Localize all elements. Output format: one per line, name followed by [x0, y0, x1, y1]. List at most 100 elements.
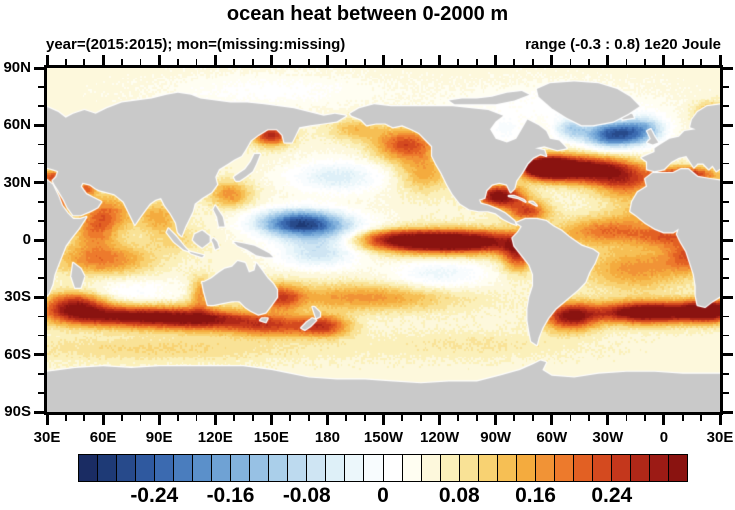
colorbar-cell — [440, 455, 460, 481]
colorbar-cell — [516, 455, 536, 481]
colorbar-tick-label: 0.08 — [438, 484, 480, 507]
lon-tick-label: 60E — [89, 429, 117, 446]
map-frame — [44, 65, 723, 415]
lat-tick-label: 90N — [3, 59, 31, 76]
lon-tick — [588, 415, 591, 421]
colorbar-cell — [212, 455, 232, 481]
lon-tick-label: 30E — [706, 429, 734, 446]
lon-tick-label: 60W — [536, 429, 568, 446]
colorbar-cell — [288, 455, 308, 481]
colorbar-cell — [402, 455, 422, 481]
lon-tick — [289, 415, 291, 421]
colorbar-cell — [117, 455, 137, 481]
lon-tick — [345, 415, 347, 421]
colorbar-cell — [345, 455, 365, 481]
lat-tick — [723, 162, 729, 165]
colorbar-cell — [630, 455, 650, 481]
colorbar-tick-label: -0.08 — [282, 484, 331, 507]
lon-tick — [419, 415, 422, 421]
lat-tick — [34, 295, 44, 299]
lon-tick — [45, 55, 49, 65]
lon-tick-label: 120W — [419, 429, 460, 446]
colorbar-cell — [649, 455, 669, 481]
lon-tick — [606, 415, 610, 425]
lon-tick — [625, 415, 628, 421]
lon-tick — [363, 415, 366, 421]
lat-tick — [723, 372, 729, 375]
lat-tick-label: 30S — [4, 288, 31, 306]
lon-tick — [550, 415, 554, 425]
colorbar-cell — [421, 455, 441, 481]
lon-tick — [251, 415, 254, 421]
colorbar-tick-label: -0.16 — [206, 484, 255, 507]
colorbar-cell — [326, 455, 346, 481]
lon-tick — [325, 55, 329, 65]
lat-tick — [34, 181, 44, 185]
lon-tick — [213, 55, 217, 65]
lon-tick — [195, 415, 198, 421]
lat-tick — [723, 105, 729, 108]
lat-tick-label: 60N — [3, 116, 31, 134]
lon-tick — [550, 55, 554, 65]
colorbar-cell — [231, 455, 251, 481]
lon-tick — [494, 415, 498, 425]
plot-title: ocean heat between 0-2000 m — [226, 3, 509, 25]
lon-tick — [513, 415, 516, 421]
lat-tick — [723, 334, 729, 337]
lat-tick — [723, 200, 729, 203]
lat-tick-label: 30N — [3, 173, 31, 191]
lon-tick — [269, 55, 273, 65]
lat-tick — [34, 410, 44, 414]
lon-tick — [139, 415, 142, 421]
lon-tick — [644, 415, 647, 421]
lat-tick — [34, 238, 44, 242]
lon-tick — [101, 415, 105, 425]
colorbar-cell — [383, 455, 403, 481]
lon-tick — [700, 415, 703, 421]
lat-tick — [34, 353, 44, 357]
lon-tick — [120, 415, 123, 421]
colorbar-tick-label: 0.24 — [591, 484, 633, 507]
lat-tick — [723, 123, 733, 127]
colorbar-cell — [193, 455, 213, 481]
colorbar-cell — [79, 455, 99, 481]
lon-tick — [476, 415, 478, 421]
lon-tick — [438, 415, 442, 425]
lon-tick — [157, 415, 161, 425]
colorbar — [78, 454, 688, 482]
lat-tick — [723, 315, 729, 318]
lat-tick — [723, 391, 729, 394]
colorbar-cell — [573, 455, 593, 481]
colorbar-cell — [250, 455, 270, 481]
lat-tick-label: 60S — [4, 345, 31, 363]
lon-tick — [662, 55, 666, 65]
colorbar-tick-label: -0.24 — [130, 484, 179, 507]
colorbar-cell — [459, 455, 479, 481]
lon-tick — [269, 415, 273, 425]
lon-tick — [681, 415, 684, 421]
lat-tick — [34, 123, 44, 127]
lon-tick — [382, 415, 385, 425]
lon-tick — [662, 415, 666, 425]
lat-tick — [723, 143, 729, 146]
lat-tick — [723, 277, 729, 280]
lat-tick — [723, 353, 733, 357]
lat-tick — [723, 295, 733, 299]
lon-tick-label: 90E — [145, 429, 173, 446]
plot-subtitle-right: range (-0.3 : 0.8) 1e20 Joule — [525, 36, 721, 53]
lon-tick — [494, 55, 498, 65]
lon-tick — [457, 415, 460, 421]
lon-tick-label: 120E — [197, 429, 233, 446]
lon-tick-label: 0 — [659, 429, 669, 446]
colorbar-cell — [592, 455, 612, 481]
colorbar-cell — [98, 455, 118, 481]
colorbar-tick-label: 0 — [377, 484, 389, 507]
lon-tick-label: 90W — [480, 429, 512, 446]
lon-tick — [718, 55, 722, 65]
lon-tick — [83, 415, 86, 421]
lon-tick-label: 30W — [592, 429, 624, 446]
lat-tick — [723, 219, 729, 222]
lon-tick — [307, 415, 310, 421]
colorbar-cell — [174, 455, 194, 481]
